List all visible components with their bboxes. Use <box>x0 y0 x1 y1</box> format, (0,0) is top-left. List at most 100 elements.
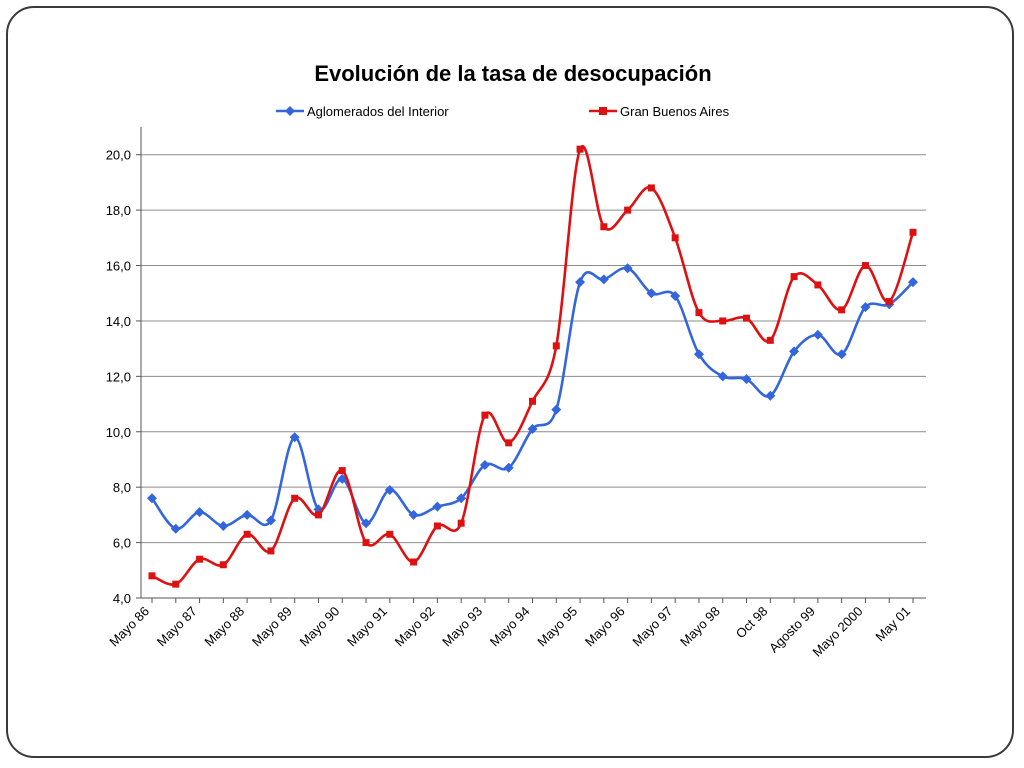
x-tick-label: Mayo 95 <box>534 604 580 650</box>
y-tick-label: 6,0 <box>113 536 131 551</box>
data-point <box>766 336 774 344</box>
data-point <box>598 274 609 285</box>
data-point <box>836 349 847 360</box>
data-point <box>575 277 586 288</box>
data-point <box>646 288 657 299</box>
legend-marker-gba <box>599 107 607 115</box>
x-tick-label: Mayo 2000 <box>809 604 865 660</box>
data-point <box>267 547 275 555</box>
data-point <box>789 346 800 357</box>
data-point <box>457 519 465 527</box>
x-tick-label: Mayo 97 <box>629 604 675 650</box>
legend-label-gba: Gran Buenos Aires <box>620 104 730 119</box>
axes <box>140 127 926 599</box>
data-point <box>314 511 322 519</box>
x-tick-label: Mayo 98 <box>677 604 723 650</box>
data-point <box>172 580 180 588</box>
data-point <box>362 539 370 547</box>
y-tick-label: 12,0 <box>106 369 131 384</box>
data-point <box>885 298 893 306</box>
data-point <box>576 145 584 153</box>
data-point <box>624 206 632 214</box>
data-point <box>600 223 608 231</box>
data-point <box>671 234 679 242</box>
data-point <box>529 397 536 405</box>
data-point <box>693 349 704 360</box>
data-point <box>527 423 538 434</box>
data-point <box>552 342 560 350</box>
data-point <box>909 228 917 236</box>
x-tick-label: Mayo 89 <box>249 604 295 650</box>
data-point <box>243 530 251 538</box>
data-point <box>860 302 871 313</box>
y-axis-ticks: 4,0 6,0 8,0 10,0 12,0 14,0 16,0 18,0 20,0 <box>106 148 141 606</box>
data-point <box>218 520 229 531</box>
data-point <box>408 509 419 520</box>
data-point <box>622 263 633 274</box>
series <box>147 145 918 588</box>
data-point <box>432 501 443 512</box>
data-point <box>812 329 823 340</box>
series-line-1 <box>150 145 915 586</box>
x-tick-label: Mayo 96 <box>582 604 628 650</box>
x-tick-label: Mayo 90 <box>296 604 342 650</box>
data-point <box>147 493 157 504</box>
data-point <box>743 314 751 322</box>
y-tick-label: 20,0 <box>106 148 131 163</box>
data-point <box>384 484 395 495</box>
data-point <box>765 390 776 401</box>
data-point <box>908 277 918 288</box>
x-tick-label: Mayo 91 <box>344 604 390 650</box>
y-tick-label: 18,0 <box>106 203 131 218</box>
data-point <box>479 460 490 471</box>
data-point <box>433 522 441 530</box>
data-point <box>291 494 299 502</box>
x-tick-label: Oct 98 <box>733 604 771 642</box>
data-point <box>410 558 418 566</box>
data-point <box>386 530 394 538</box>
data-point <box>196 555 204 563</box>
data-point <box>670 291 681 302</box>
x-tick-label: May 01 <box>872 604 913 645</box>
data-point <box>790 273 798 281</box>
x-tick-label: Mayo 88 <box>201 604 247 650</box>
data-point <box>861 262 869 270</box>
x-tick-label: Mayo 93 <box>439 604 485 650</box>
data-point <box>505 439 513 447</box>
data-point <box>695 309 703 317</box>
legend: Aglomerados del Interior Gran Buenos Air… <box>276 104 730 119</box>
chart-title: Evolución de la tasa de desocupación <box>314 61 711 86</box>
data-point <box>814 281 822 289</box>
data-point <box>338 467 346 475</box>
y-tick-label: 4,0 <box>113 591 131 606</box>
data-point <box>551 404 562 415</box>
y-tick-label: 8,0 <box>113 480 131 495</box>
grid <box>141 154 926 544</box>
data-point <box>242 509 253 520</box>
y-tick-label: 10,0 <box>106 425 131 440</box>
x-tick-label: Mayo 94 <box>487 604 533 650</box>
slide-frame <box>6 6 1014 758</box>
data-point <box>219 561 227 569</box>
data-point <box>456 493 467 504</box>
data-point <box>503 462 514 473</box>
data-point <box>741 374 752 385</box>
x-tick-label: Mayo 92 <box>392 604 438 650</box>
data-point <box>719 317 727 325</box>
x-axis-ticks: Mayo 86 Mayo 87 Mayo 88 Mayo 89 Mayo 90 Mayo … <box>106 598 914 660</box>
legend-label-interior: Aglomerados del Interior <box>307 104 449 119</box>
data-point <box>361 518 372 529</box>
data-point <box>148 572 156 580</box>
data-point <box>265 515 276 526</box>
data-point <box>838 306 846 314</box>
data-point <box>170 523 181 534</box>
data-point <box>194 507 205 518</box>
y-tick-label: 16,0 <box>106 259 131 274</box>
data-point <box>481 411 489 419</box>
x-tick-label: Mayo 86 <box>106 604 152 650</box>
legend-marker-interior <box>285 106 295 116</box>
data-point <box>289 432 300 443</box>
data-point <box>647 184 655 192</box>
x-tick-label: Mayo 87 <box>154 604 200 650</box>
